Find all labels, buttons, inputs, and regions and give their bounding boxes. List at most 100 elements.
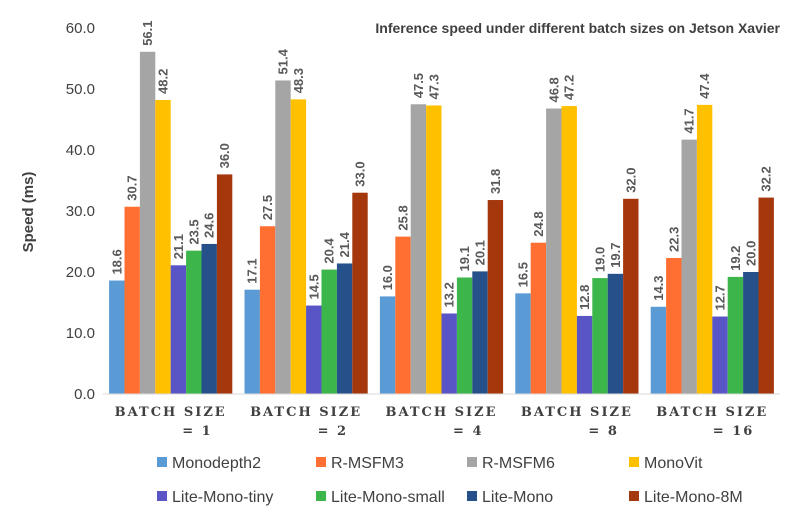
data-label: 12.8	[577, 285, 592, 310]
bar-lite-mono-tiny	[170, 265, 187, 394]
data-label: 30.7	[125, 175, 140, 200]
y-tick-label: 10.0	[66, 325, 95, 342]
x-category-label: = 16	[713, 424, 755, 439]
bar-monodepth2	[650, 306, 667, 394]
bar-lite-mono-tiny	[712, 316, 728, 394]
bar-lite-mono	[743, 272, 759, 394]
data-label: 20.4	[322, 237, 337, 263]
legend: Monodepth2 R-MSFM3 R-MSFM6 MonoVit Lite-Mono…	[157, 455, 743, 506]
bar-lite-mono-small	[456, 277, 473, 394]
legend-label: Lite-Mono-tiny	[172, 489, 273, 506]
bar-r-msfm6	[275, 80, 291, 395]
y-tick-label: 30.0	[66, 203, 95, 220]
data-label: 41.7	[682, 108, 697, 133]
bar-lite-mono	[607, 273, 624, 394]
bar-lite-mono-small	[186, 250, 202, 394]
data-label: 56.1	[140, 20, 155, 45]
bar-r-msfm3	[124, 206, 140, 394]
data-label: 17.1	[245, 258, 260, 283]
bar-lite-mono	[201, 243, 217, 394]
legend-label: R-MSFM6	[482, 455, 555, 472]
bar-lite-mono-8m	[352, 192, 368, 394]
data-label: 27.5	[260, 195, 275, 220]
data-label: 47.3	[426, 74, 441, 99]
bar-lite-mono-small	[321, 269, 337, 394]
x-category-label: BATCH SIZE	[385, 405, 497, 420]
data-label: 32.2	[759, 166, 774, 191]
data-label: 36.0	[217, 143, 232, 168]
data-label: 33.0	[353, 161, 368, 186]
bar-lite-mono-8m	[487, 200, 504, 394]
bar-monovit	[155, 99, 171, 394]
legend-label: Lite-Mono-8M	[644, 489, 743, 506]
x-axis-category-labels: BATCH SIZE = 1 BATCH SIZE = 2 BATCH SIZE = 4 B…	[115, 405, 768, 439]
bar-monovit	[290, 99, 307, 395]
legend-label: R-MSFM3	[331, 455, 404, 472]
legend-swatch	[157, 457, 167, 467]
data-label: 25.8	[396, 205, 411, 230]
bar-monodepth2	[379, 296, 396, 394]
legend-swatch	[629, 491, 639, 501]
bar-lite-mono-8m	[623, 198, 639, 394]
x-category-label: BATCH SIZE	[521, 405, 633, 420]
y-tick-label: 0.0	[74, 386, 95, 403]
legend-label: Lite-Mono-small	[331, 489, 445, 506]
bar-r-msfm3	[395, 236, 411, 394]
x-category-label: BATCH SIZE	[656, 405, 768, 420]
data-label: 47.2	[562, 75, 577, 100]
data-label: 20.0	[743, 241, 758, 266]
data-label: 32.0	[623, 167, 638, 192]
data-label: 48.3	[291, 68, 306, 93]
data-label: 19.1	[457, 246, 472, 271]
data-label: 13.2	[442, 282, 457, 307]
legend-swatch	[629, 457, 639, 467]
data-label: 46.8	[546, 77, 561, 102]
bar-lite-mono	[336, 263, 353, 394]
bar-monodepth2	[515, 293, 531, 394]
x-category-label: BATCH SIZE	[250, 405, 362, 420]
chart-title: Inference speed under different batch si…	[375, 20, 780, 36]
bar-lite-mono-tiny	[306, 305, 322, 394]
legend-label: Lite-Mono	[482, 489, 553, 506]
data-label: 14.3	[651, 275, 666, 300]
data-label: 19.0	[593, 247, 608, 272]
legend-swatch	[467, 491, 477, 501]
x-category-label: = 2	[318, 424, 348, 439]
data-label: 47.5	[411, 73, 426, 98]
x-category-label: BATCH SIZE	[115, 405, 227, 420]
x-category-label: = 1	[182, 424, 212, 439]
bar-r-msfm6	[410, 104, 427, 394]
bar-series-group	[109, 51, 774, 395]
data-label: 24.8	[531, 211, 546, 236]
bar-monodepth2	[109, 280, 125, 394]
data-label: 19.7	[608, 243, 623, 268]
data-label: 18.6	[109, 249, 124, 274]
bar-r-msfm3	[666, 257, 682, 394]
data-label: 14.5	[306, 274, 321, 299]
data-label: 21.4	[337, 231, 352, 257]
bar-monovit	[561, 106, 577, 394]
legend-swatch	[316, 491, 326, 501]
bar-r-msfm6	[139, 51, 156, 394]
data-label: 48.2	[156, 69, 171, 94]
data-label: 12.7	[713, 285, 728, 310]
bar-lite-mono-tiny	[441, 313, 457, 394]
data-label: 24.6	[202, 213, 217, 238]
data-label: 21.1	[171, 234, 186, 259]
bar-r-msfm3	[530, 242, 547, 394]
bar-lite-mono-8m	[758, 197, 774, 394]
data-label: 22.3	[666, 227, 681, 252]
bar-monovit	[426, 105, 442, 394]
legend-swatch	[157, 491, 167, 501]
bar-r-msfm3	[259, 226, 276, 394]
bar-lite-mono	[472, 271, 488, 394]
data-label: 51.4	[276, 48, 291, 74]
bar-r-msfm6	[681, 139, 697, 394]
legend-swatch	[467, 457, 477, 467]
legend-swatch	[316, 457, 326, 467]
bar-monovit	[696, 104, 713, 395]
bar-lite-mono-tiny	[576, 315, 593, 394]
x-category-label: = 8	[588, 424, 618, 439]
data-label: 19.2	[728, 246, 743, 271]
